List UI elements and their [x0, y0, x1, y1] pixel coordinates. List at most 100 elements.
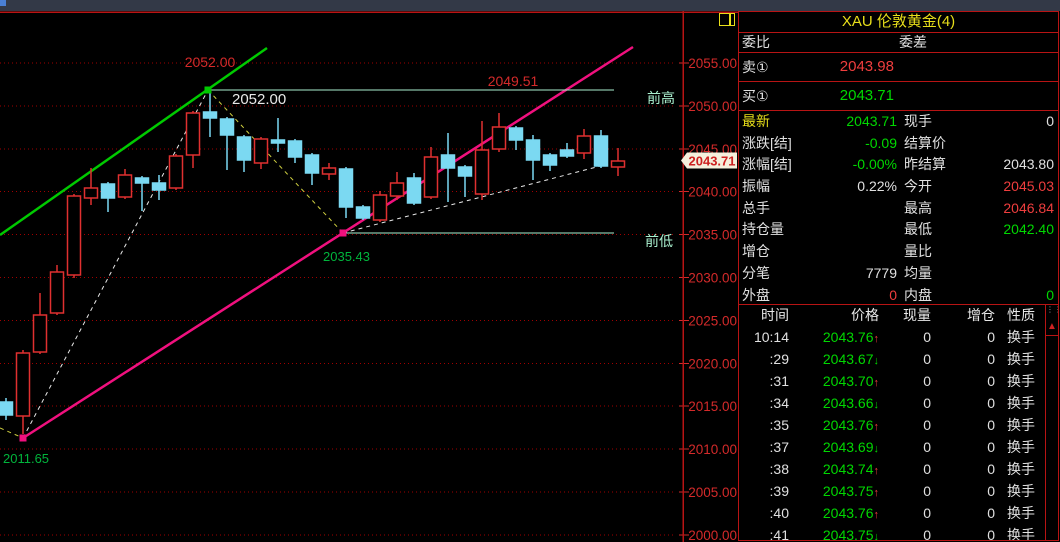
tick-time: :39 [769, 483, 789, 499]
chart-annotation: 2035.43 [323, 249, 370, 264]
axis-price-label: 2020.00 [688, 356, 737, 371]
scroll-up-arrow[interactable]: ▲ [1046, 319, 1058, 336]
chart-annotation: 前高 [647, 90, 675, 106]
candle-up [474, 149, 490, 195]
quote-value: 0.22% [857, 178, 897, 195]
axis-price-label: 2040.00 [688, 185, 737, 200]
axis-price-label: 2050.00 [688, 99, 737, 114]
candle-up [49, 271, 65, 314]
tick-volume: 0 [923, 505, 931, 521]
candlestick-chart[interactable]: 2055.002050.002045.002040.002035.002030.… [0, 11, 738, 542]
candle-down [219, 118, 235, 136]
axis-price-label: 2025.00 [688, 313, 737, 328]
axis-price-label: 2005.00 [688, 485, 737, 500]
ask-price: 2043.98 [839, 58, 894, 75]
candle-up [321, 167, 337, 175]
quote-row: 涨跌[结] -0.09 结算价 [739, 133, 1058, 155]
tick-position: 0 [987, 329, 995, 345]
quote-row: 增仓 量比 [739, 241, 1058, 263]
tick-table-header: 时间 价格 现量 增仓 性质 [739, 305, 1058, 326]
axis-price-label: 2035.00 [688, 228, 737, 243]
tick-position: 0 [987, 505, 995, 521]
candle-down [236, 136, 252, 161]
quote-label: 最低 [904, 221, 932, 238]
tick-nature: 换手 [1007, 527, 1035, 540]
quote-row: 持仓量 最低 2042.40 [739, 219, 1058, 241]
quote-value: 0 [1046, 286, 1054, 303]
chart-annotation: 2049.51 [488, 73, 539, 89]
quote-label: 最高 [904, 199, 932, 216]
candle-down [100, 183, 116, 199]
candle-up [15, 352, 31, 417]
quote-value: -0.09 [865, 134, 897, 151]
tick-price: 2043.67↓ [822, 351, 879, 367]
tick-volume: 0 [923, 417, 931, 433]
col-time: 时间 [761, 307, 789, 323]
quote-label: 增仓 [742, 243, 770, 260]
tick-price: 2043.76↑ [822, 417, 879, 433]
tick-row: :40 2043.76↑ 0 0 换手 [739, 502, 1058, 524]
quote-value: 7779 [865, 264, 897, 281]
candle-up [253, 138, 269, 164]
quote-row: 分笔 7779 均量 [739, 263, 1058, 285]
axis-price-label: 2000.00 [688, 528, 737, 542]
weicha-label: 委差 [899, 34, 927, 50]
quote-value: 2045.03 [1003, 178, 1054, 195]
col-nature: 性质 [1007, 307, 1035, 323]
tick-volume: 0 [923, 395, 931, 411]
axis-price-label: 2010.00 [688, 442, 737, 457]
chart-annotation: 2052.00 [232, 91, 286, 108]
tick-position: 0 [987, 351, 995, 367]
col-volume: 现量 [903, 307, 931, 323]
quote-label: 总手 [742, 199, 770, 216]
quote-label: 持仓量 [742, 221, 784, 238]
quote-row: 振幅 0.22% 今开 2045.03 [739, 176, 1058, 198]
scrollbar[interactable]: ⋮⋮ ▲ [1045, 305, 1058, 540]
split-window-icon-divider [729, 14, 731, 25]
split-window-icon[interactable] [719, 13, 735, 26]
candle-down [440, 154, 456, 169]
window-topbar [0, 0, 1060, 11]
tick-row: :31 2043.70↑ 0 0 换手 [739, 370, 1058, 392]
candle-down [202, 111, 218, 119]
candle-up [117, 174, 133, 198]
quote-label: 外盘 [742, 286, 770, 303]
quote-label: 涨跌[结] [742, 134, 792, 151]
tick-row: :29 2043.67↓ 0 0 换手 [739, 348, 1058, 370]
tick-time: :35 [769, 417, 789, 433]
bid-row: 买① 2043.71 [739, 82, 1058, 111]
quote-label: 振幅 [742, 178, 770, 195]
quote-label: 内盘 [904, 286, 932, 303]
tick-volume: 0 [923, 483, 931, 499]
candle-down [355, 206, 371, 219]
quote-row: 最新 2043.71 现手 0 [739, 111, 1058, 133]
candle-down [542, 154, 558, 166]
tick-volume: 0 [923, 329, 931, 345]
candle-up [185, 112, 201, 156]
tick-position: 0 [987, 527, 995, 540]
tick-price: 2043.75↓ [822, 527, 879, 540]
trendline-handle [19, 434, 27, 442]
chart-annotation: 前低 [645, 233, 673, 249]
bid-label: 买① [742, 88, 769, 104]
candle-up [66, 195, 82, 276]
quote-label: 最新 [742, 113, 770, 129]
tick-time: :38 [769, 461, 789, 477]
quote-label: 分笔 [742, 264, 770, 281]
scrollbar-grip[interactable]: ⋮⋮ [1046, 305, 1058, 314]
tick-nature: 换手 [1007, 351, 1035, 367]
candle-down [0, 401, 14, 416]
tick-table: 时间 价格 现量 增仓 性质 10:14 2043.76↑ 0 0 换手:29 2043.… [739, 304, 1058, 540]
candle-down [525, 139, 541, 161]
ask-row: 卖① 2043.98 [739, 53, 1058, 82]
quote-label: 结算价 [904, 134, 946, 151]
tick-row: :34 2043.66↓ 0 0 换手 [739, 392, 1058, 414]
candle-down [593, 135, 609, 167]
tick-row: :38 2043.74↑ 0 0 换手 [739, 458, 1058, 480]
tick-volume: 0 [923, 439, 931, 455]
tick-nature: 换手 [1007, 439, 1035, 455]
quote-grid: 最新 2043.71 现手 0 涨跌[结] -0.09 结算价 涨幅[结] -0.00% 昨结算 2… [739, 111, 1058, 306]
tick-time: :31 [769, 373, 789, 389]
tick-nature: 换手 [1007, 417, 1035, 433]
